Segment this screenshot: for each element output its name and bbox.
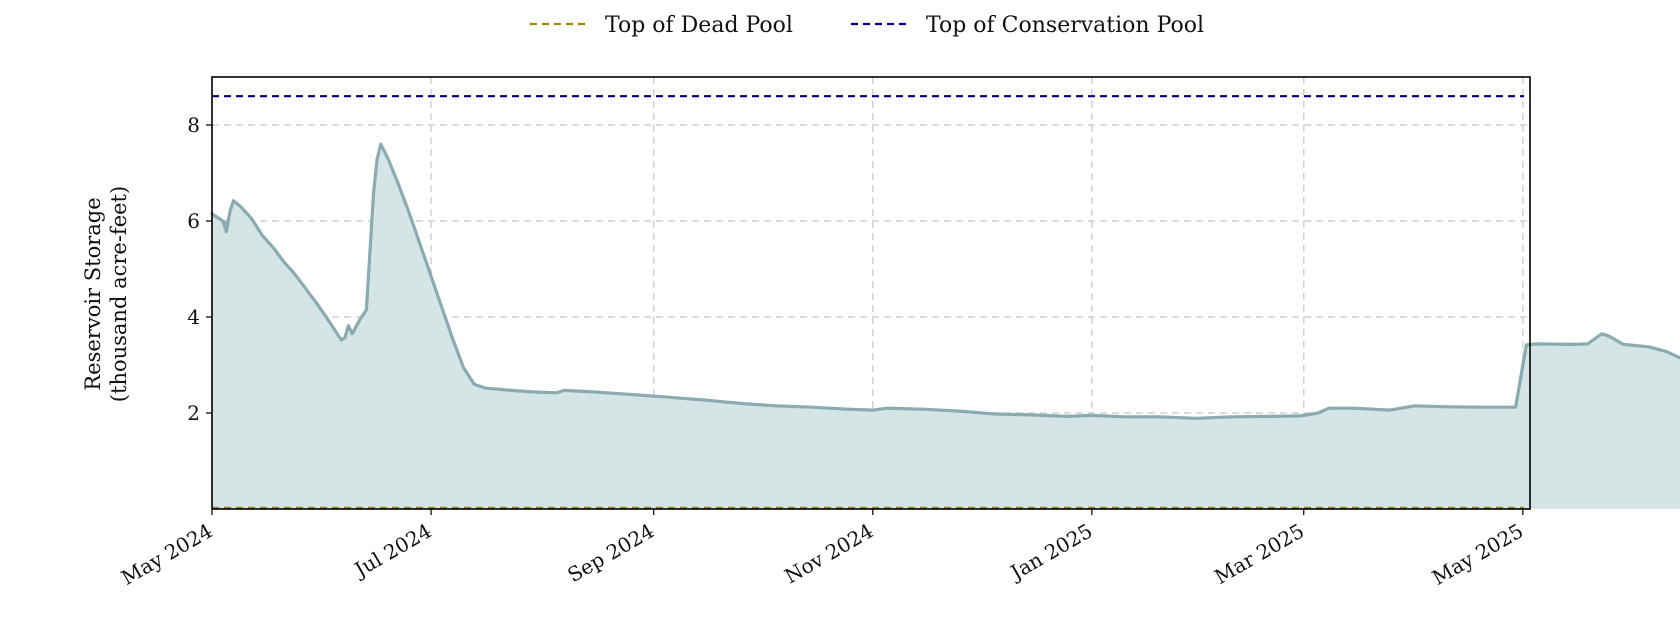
legend-item-dead-pool: Top of Dead Pool	[530, 13, 793, 38]
legend-label-dead-pool: Top of Dead Pool	[605, 13, 793, 38]
y-axis-ticks: 2 4 6 8	[187, 113, 212, 425]
legend-label-conservation-pool: Top of Conservation Pool	[926, 13, 1204, 38]
x-tick-label-3: Nov 2024	[780, 519, 877, 589]
legend: Top of Dead Pool Top of Conservation Poo…	[530, 13, 1204, 38]
y-tick-label-2: 6	[187, 209, 200, 233]
legend-item-conservation-pool: Top of Conservation Pool	[851, 13, 1204, 38]
x-tick-label-4: Jan 2025	[1005, 519, 1097, 586]
x-tick-label-6: May 2025	[1428, 519, 1527, 590]
x-axis-ticks: May 2024 Jul 2024 Sep 2024 Nov 2024 Jan 2025…	[117, 509, 1527, 590]
x-tick-label-1: Jul 2024	[349, 519, 436, 583]
x-tick-label-2: Sep 2024	[563, 519, 658, 588]
storage-area-fill	[212, 144, 1680, 509]
x-tick-label-5: Mar 2025	[1210, 519, 1308, 589]
y-tick-label-1: 4	[187, 305, 200, 329]
y-axis-title-line1: Reservoir Storage	[81, 197, 105, 390]
plot-frame	[211, 76, 1531, 510]
reference-lines	[212, 95, 1524, 509]
x-tick-label-0: May 2024	[117, 519, 216, 590]
y-tick-label-3: 8	[187, 113, 200, 137]
y-tick-label-0: 2	[187, 401, 200, 425]
y-axis-title-line2: (thousand acre-feet)	[107, 186, 131, 402]
storage-series-line	[210, 142, 1680, 420]
